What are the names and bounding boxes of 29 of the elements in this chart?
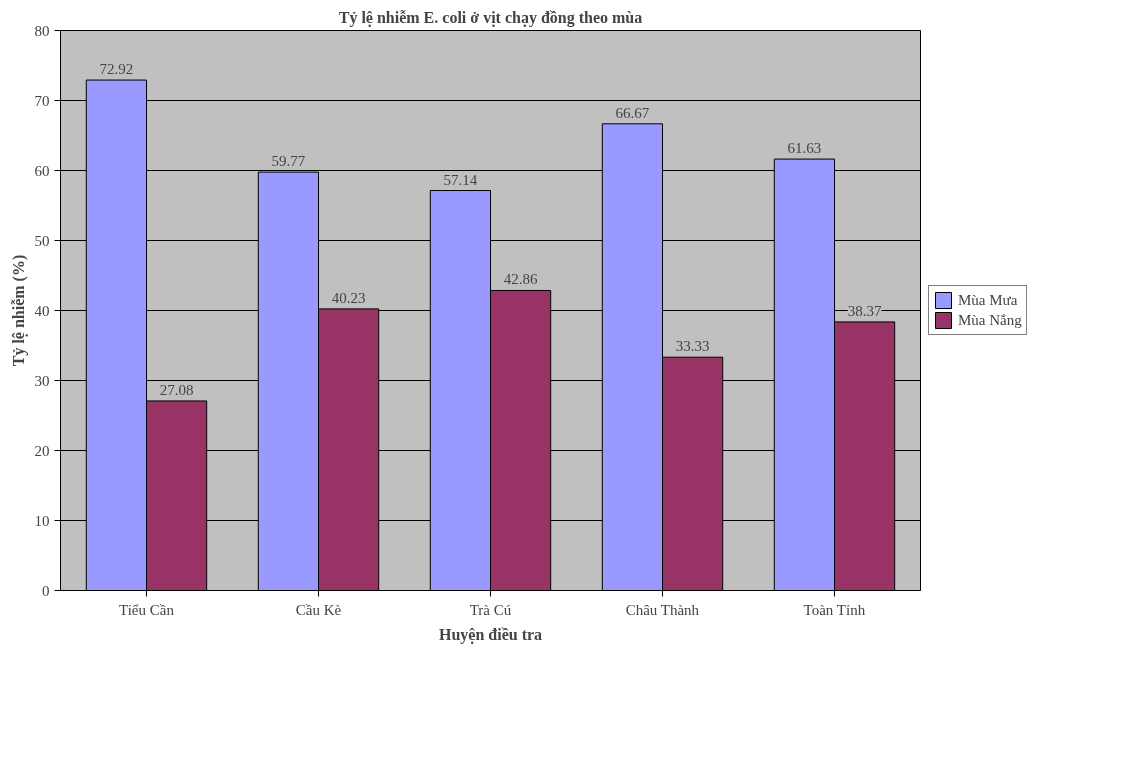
x-tick-label: Tiểu Cần (119, 601, 175, 618)
x-tick-label: Toàn Tỉnh (803, 601, 866, 618)
y-tick-label: 80 (34, 22, 50, 39)
y-tick-label: 70 (34, 92, 50, 109)
chart-title: Tỷ lệ nhiễm E. coli ở vịt chạy đồng theo mùa (338, 8, 643, 27)
y-tick-label: 0 (42, 582, 50, 599)
data-label: 61.63 (787, 140, 822, 157)
y-tick-label: 50 (34, 232, 50, 249)
data-label: 66.67 (615, 104, 650, 121)
data-label: 27.08 (159, 381, 194, 398)
y-tick-label: 60 (34, 162, 50, 179)
data-label: 42.86 (503, 271, 538, 288)
x-tick-label: Cầu Kè (295, 601, 342, 618)
data-label: 33.33 (675, 338, 710, 355)
y-tick-label: 30 (34, 372, 50, 389)
data-label: 72.92 (99, 61, 134, 78)
data-label: 38.37 (847, 302, 882, 319)
data-label: 40.23 (331, 289, 366, 306)
y-axis-title: Tỷ lệ nhiễm (%) (9, 254, 28, 367)
data-label: 57.14 (443, 171, 478, 188)
y-tick-label: 40 (34, 302, 50, 319)
legend-label: Mùa Nắng (958, 311, 1022, 329)
y-tick-label: 10 (34, 512, 50, 529)
data-label: 59.77 (271, 153, 306, 170)
y-tick-label: 20 (34, 442, 50, 459)
legend-label: Mùa Mưa (958, 291, 1018, 309)
x-tick-label: Trà Cú (469, 601, 512, 618)
x-axis-title: Huyện điều tra (438, 625, 543, 644)
x-tick-label: Châu Thành (625, 601, 700, 618)
